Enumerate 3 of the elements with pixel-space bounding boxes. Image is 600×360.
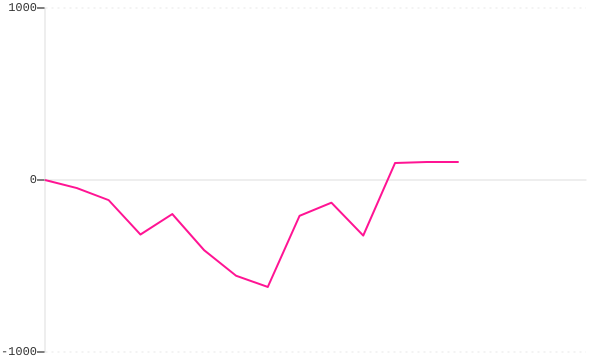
y-tick-label: -1000 bbox=[0, 345, 37, 360]
y-tick-label: 1000 bbox=[8, 1, 37, 16]
y-tick-label: 0 bbox=[30, 173, 37, 188]
